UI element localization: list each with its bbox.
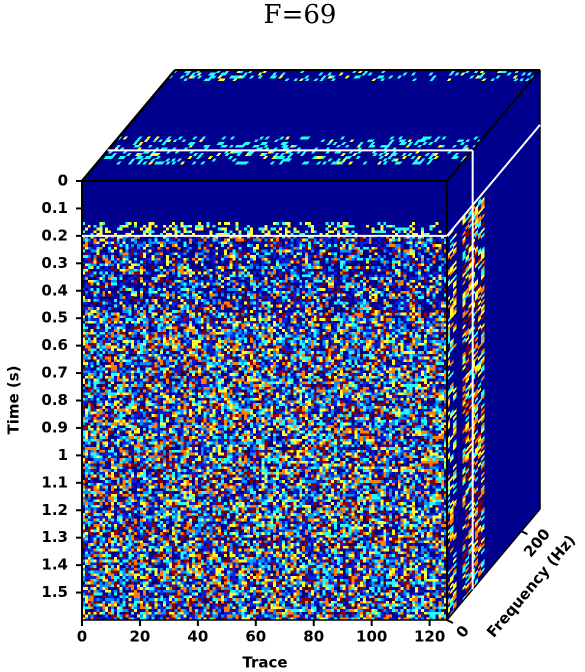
x-tick-label: 0 (77, 628, 87, 646)
x-tick-label: 20 (129, 628, 150, 646)
y-tick-label: 1 (58, 446, 68, 464)
y-axis-label: Time (s) (5, 365, 23, 434)
x-tick-label: 100 (356, 628, 387, 646)
x-axis-label: Trace (242, 654, 287, 672)
heatmap-cells (82, 235, 448, 621)
y-tick-label: 0.9 (41, 418, 68, 436)
z-tick-label: 0 (452, 622, 472, 642)
y-tick-label: 1.3 (41, 528, 68, 546)
heatmap-cells (103, 69, 536, 165)
heatmap-cells (82, 222, 448, 621)
cube-edge (446, 508, 541, 621)
x-tick-label: 40 (187, 628, 208, 646)
y-tick-label: 0.3 (41, 254, 68, 272)
z-tick (446, 619, 454, 624)
cube-edge (81, 69, 176, 182)
x-tick-label: 120 (414, 628, 445, 646)
cube-edge (446, 69, 541, 182)
heatmap-texture (82, 69, 541, 181)
y-tick-label: 0.4 (41, 281, 68, 299)
x-tick-label: 80 (303, 628, 324, 646)
x-tick-label: 60 (245, 628, 266, 646)
y-tick-label: 0.6 (41, 336, 68, 354)
y-tick-label: 0.2 (41, 226, 68, 244)
y-tick-label: 0.5 (41, 309, 68, 327)
y-tick-label: 1.5 (41, 583, 68, 601)
y-tick-label: 0.1 (41, 199, 68, 217)
y-tick-label: 1.1 (41, 473, 68, 491)
y-tick-label: 1.4 (41, 556, 68, 574)
heatmap-cells (82, 235, 448, 621)
y-tick-label: 0.7 (41, 364, 68, 382)
y-tick-label: 0 (58, 172, 68, 190)
chart-title: F=69 (264, 0, 337, 30)
z-tick (520, 530, 528, 536)
heatmap-cells (82, 235, 448, 621)
heatmap-texture (82, 181, 448, 621)
y-tick-label: 1.2 (41, 501, 68, 519)
heatmap-cells (113, 69, 519, 165)
y-tick-label: 0.8 (41, 391, 68, 409)
time-slice-line (446, 124, 541, 237)
